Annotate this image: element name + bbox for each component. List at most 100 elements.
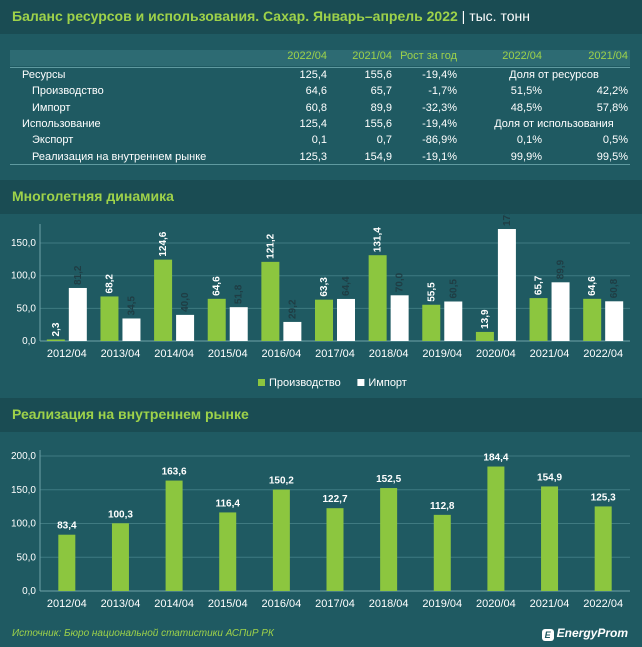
- page-title: Баланс ресурсов и использования. Сахар. …: [12, 8, 530, 24]
- bar: [541, 486, 559, 591]
- data-label: 163,6: [162, 467, 187, 478]
- data-label: 64,4: [341, 276, 352, 296]
- bar: [176, 314, 195, 341]
- y-tick-label: 0,0: [22, 336, 36, 347]
- x-tick-label: 2014/04: [154, 348, 194, 360]
- bar: [207, 298, 226, 341]
- data-label: 100,3: [108, 509, 133, 520]
- y-tick-label: 100,0: [11, 271, 36, 282]
- bar: [433, 514, 451, 591]
- y-tick-label: 200,0: [11, 451, 36, 462]
- bar: [283, 321, 302, 341]
- cell-value: 125,4: [299, 117, 327, 130]
- y-tick-label: 50,0: [17, 552, 37, 563]
- cell-value: 99,9%: [510, 150, 542, 163]
- cell-value: -1,7%: [428, 85, 457, 98]
- data-label: 116,4: [215, 498, 240, 509]
- y-tick-label: 100,0: [11, 519, 36, 530]
- cell-value: 0,1: [311, 134, 327, 147]
- data-label: 68,2: [104, 274, 115, 294]
- x-tick-label: 2015/04: [208, 348, 248, 360]
- data-label: 150,2: [269, 476, 294, 487]
- data-label: 60,5: [448, 279, 459, 299]
- brand-logo: E EnergyProm: [541, 626, 628, 641]
- share-subheader: Доля от ресурсов: [509, 69, 599, 81]
- cell-value: 154,9: [364, 150, 392, 163]
- y-tick-label: 0,0: [22, 586, 36, 597]
- brand-mark-icon: E: [541, 629, 554, 641]
- x-tick-label: 2021/04: [530, 598, 570, 610]
- cell-value: -19,4%: [422, 69, 457, 81]
- x-tick-label: 2020/04: [476, 348, 516, 360]
- column-header: 2021/04: [588, 50, 628, 62]
- data-label: 60,8: [609, 278, 620, 298]
- cell-value: 42,2%: [596, 85, 628, 98]
- cell-value: 155,6: [364, 69, 392, 81]
- row-label: Использование: [22, 117, 101, 130]
- cell-value: 125,4: [299, 69, 327, 81]
- bar: [154, 259, 173, 341]
- data-label: 154,9: [537, 472, 562, 483]
- x-tick-label: 2016/04: [261, 598, 301, 610]
- table-bottom-divider: [10, 164, 630, 165]
- bar: [368, 255, 387, 341]
- cell-value: 48,5%: [510, 101, 542, 114]
- table-row: Экспорт 0,1 0,7 -86,9% 0,1% 0,5%: [10, 134, 630, 150]
- x-tick-label: 2019/04: [422, 348, 462, 360]
- data-label: 34,5: [126, 296, 137, 316]
- x-tick-label: 2015/04: [208, 598, 248, 610]
- title-separator: |: [461, 8, 470, 24]
- row-label: Производство: [32, 85, 104, 98]
- data-label: 51,8: [234, 284, 245, 304]
- cell-value: 155,6: [364, 117, 392, 130]
- legend-label: Импорт: [368, 377, 406, 389]
- row-label: Импорт: [32, 101, 71, 114]
- cell-value: 60,8: [305, 101, 327, 114]
- data-label: 55,5: [426, 282, 437, 302]
- data-label: 40,0: [180, 292, 191, 312]
- x-tick-label: 2013/04: [101, 598, 141, 610]
- bar: [390, 295, 409, 341]
- bar: [422, 304, 441, 341]
- data-label: 64,6: [587, 276, 598, 296]
- cell-value: 0,5%: [602, 134, 628, 147]
- data-label: 171,5: [502, 214, 513, 226]
- y-tick-label: 150,0: [11, 238, 36, 249]
- table-row: Реализация на внутреннем рынке 125,3 154,9…: [10, 151, 630, 167]
- bar: [475, 331, 494, 341]
- data-label: 81,2: [73, 265, 84, 285]
- x-tick-label: 2021/04: [530, 348, 570, 360]
- cell-value: 0,1%: [516, 134, 542, 147]
- cell-value: -32,3%: [422, 101, 457, 114]
- table-row: Производство 64,6 65,7 -1,7% 51,5% 42,2%: [10, 85, 630, 101]
- cell-value: -19,1%: [422, 150, 457, 163]
- column-header: 2021/04: [352, 50, 392, 62]
- table-row: Импорт 60,8 89,9 -32,3% 48,5% 57,8%: [10, 102, 630, 118]
- column-header: 2022/04: [502, 50, 542, 62]
- cell-value: 51,5%: [510, 85, 542, 98]
- data-label: 70,0: [395, 272, 406, 292]
- chart-multiyear: 0,0 50,0 100,0 150,0 2,3 81,2 2012/04 68,2 34,5 2…: [11, 214, 630, 389]
- cell-value: 65,7: [370, 85, 392, 98]
- legend-swatch: [357, 379, 365, 386]
- x-tick-label: 2017/04: [315, 598, 355, 610]
- x-tick-label: 2014/04: [154, 598, 194, 610]
- legend-label: Производство: [269, 377, 341, 389]
- section-title-1: Многолетняя динамика: [12, 188, 174, 204]
- x-tick-label: 2022/04: [583, 598, 623, 610]
- data-label: 63,3: [319, 277, 330, 297]
- x-tick-label: 2018/04: [369, 348, 409, 360]
- bar: [487, 466, 505, 591]
- row-label: Реализация на внутреннем рынке: [32, 150, 207, 163]
- cell-value: 57,8%: [596, 101, 628, 114]
- column-header: Рост за год: [400, 50, 457, 62]
- bar: [315, 299, 333, 341]
- data-label: 2,3: [51, 322, 62, 336]
- data-label: 112,8: [430, 501, 455, 512]
- x-tick-label: 2017/04: [315, 348, 355, 360]
- legend-swatch: [258, 379, 265, 386]
- cell-value: 89,9: [370, 101, 392, 114]
- data-label: 83,4: [57, 521, 77, 532]
- data-label: 29,2: [287, 299, 298, 319]
- row-label: Экспорт: [32, 134, 74, 147]
